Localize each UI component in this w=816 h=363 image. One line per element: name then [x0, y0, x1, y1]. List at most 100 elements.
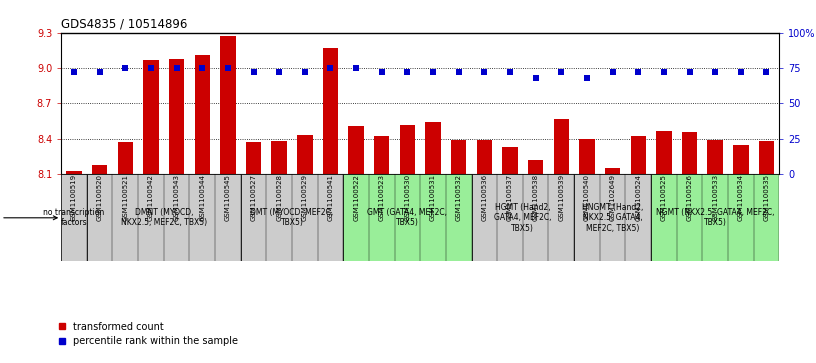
Text: HNGMT (Hand2,
NKX2.5, GATA4,
MEF2C, TBX5): HNGMT (Hand2, NKX2.5, GATA4, MEF2C, TBX5…	[582, 203, 643, 233]
Point	[273, 69, 286, 75]
Bar	[425, 122, 441, 174]
Bar	[451, 140, 467, 174]
Point	[580, 75, 593, 81]
Bar	[656, 131, 672, 174]
Bar	[759, 141, 774, 174]
Legend: transformed count, percentile rank within the sample: transformed count, percentile rank withi…	[58, 322, 238, 346]
Bar	[605, 168, 620, 174]
Bar	[66, 171, 82, 174]
Text: GSM1100528: GSM1100528	[276, 174, 282, 221]
Point	[427, 69, 440, 75]
Bar	[682, 132, 697, 174]
Text: protocol: protocol	[0, 213, 57, 223]
Bar	[194, 55, 210, 174]
Bar	[503, 147, 517, 174]
Text: GSM1100523: GSM1100523	[379, 174, 385, 221]
Bar	[348, 126, 364, 174]
Point	[555, 69, 568, 75]
Text: GSM1100531: GSM1100531	[430, 174, 436, 221]
Bar	[553, 119, 569, 174]
Bar	[472, 174, 574, 261]
Point	[452, 69, 465, 75]
Text: GSM1100529: GSM1100529	[302, 174, 308, 221]
Text: GSM1100538: GSM1100538	[533, 174, 539, 221]
Point	[144, 65, 157, 71]
Bar	[144, 60, 158, 174]
Bar	[631, 136, 646, 174]
Bar	[86, 174, 241, 261]
Bar	[272, 141, 287, 174]
Point	[349, 65, 362, 71]
Bar	[220, 36, 236, 174]
Point	[658, 69, 671, 75]
Bar	[374, 136, 389, 174]
Text: GSM1100520: GSM1100520	[96, 174, 103, 221]
Bar	[61, 174, 86, 261]
Text: GSM1100522: GSM1100522	[353, 174, 359, 221]
Point	[401, 69, 414, 75]
Point	[708, 69, 721, 75]
Bar	[344, 174, 472, 261]
Text: GSM1100527: GSM1100527	[251, 174, 256, 221]
Point	[503, 69, 517, 75]
Text: GSM1100530: GSM1100530	[405, 174, 410, 221]
Bar	[246, 142, 261, 174]
Text: GSM1100537: GSM1100537	[507, 174, 513, 221]
Text: GSM1100545: GSM1100545	[225, 174, 231, 221]
Bar	[707, 140, 723, 174]
Point	[632, 69, 645, 75]
Text: NGMT (NKX2.5, GATA4, MEF2C,
TBX5): NGMT (NKX2.5, GATA4, MEF2C, TBX5)	[656, 208, 774, 228]
Text: GDS4835 / 10514896: GDS4835 / 10514896	[61, 17, 188, 30]
Bar	[651, 174, 779, 261]
Text: GSM1100544: GSM1100544	[199, 174, 206, 221]
Bar	[323, 48, 338, 174]
Text: GSM1100534: GSM1100534	[738, 174, 744, 221]
Text: GSM1100539: GSM1100539	[558, 174, 565, 221]
Point	[478, 69, 491, 75]
Bar	[169, 59, 184, 174]
Text: GSM1100541: GSM1100541	[327, 174, 334, 221]
Point	[196, 65, 209, 71]
Text: GSM1100519: GSM1100519	[71, 174, 77, 221]
Bar	[92, 165, 108, 174]
Text: GSM1100543: GSM1100543	[174, 174, 180, 221]
Bar	[733, 145, 748, 174]
Bar	[574, 174, 651, 261]
Text: HGMT (Hand2,
GATA4, MEF2C,
TBX5): HGMT (Hand2, GATA4, MEF2C, TBX5)	[494, 203, 552, 233]
Point	[734, 69, 747, 75]
Point	[375, 69, 388, 75]
Bar	[528, 160, 543, 174]
Point	[299, 69, 312, 75]
Bar	[297, 135, 313, 174]
Bar	[118, 142, 133, 174]
Point	[247, 69, 260, 75]
Point	[93, 69, 106, 75]
Text: GSM1100525: GSM1100525	[661, 174, 667, 221]
Point	[529, 75, 542, 81]
Text: GMT (GATA4, MEF2C,
TBX5): GMT (GATA4, MEF2C, TBX5)	[367, 208, 447, 228]
Point	[760, 69, 773, 75]
Text: GSM1100526: GSM1100526	[686, 174, 693, 221]
Point	[119, 65, 132, 71]
Text: GSM1100542: GSM1100542	[148, 174, 154, 221]
Point	[221, 65, 234, 71]
Point	[68, 69, 81, 75]
Bar	[241, 174, 344, 261]
Text: GSM1100536: GSM1100536	[481, 174, 487, 221]
Text: no transcription
factors: no transcription factors	[43, 208, 104, 228]
Text: DMT (MYOCD, MEF2C,
TBX5): DMT (MYOCD, MEF2C, TBX5)	[251, 208, 334, 228]
Text: GSM1102649: GSM1102649	[610, 174, 615, 221]
Bar	[477, 140, 492, 174]
Point	[606, 69, 619, 75]
Bar	[579, 139, 595, 174]
Point	[170, 65, 183, 71]
Text: GSM1100532: GSM1100532	[455, 174, 462, 221]
Text: DMNT (MYOCD,
NKX2.5, MEF2C, TBX5): DMNT (MYOCD, NKX2.5, MEF2C, TBX5)	[121, 208, 206, 228]
Text: GSM1100521: GSM1100521	[122, 174, 128, 221]
Text: GSM1100540: GSM1100540	[584, 174, 590, 221]
Text: GSM1100533: GSM1100533	[712, 174, 718, 221]
Point	[683, 69, 696, 75]
Bar	[400, 125, 415, 174]
Text: GSM1100535: GSM1100535	[764, 174, 769, 221]
Point	[324, 65, 337, 71]
